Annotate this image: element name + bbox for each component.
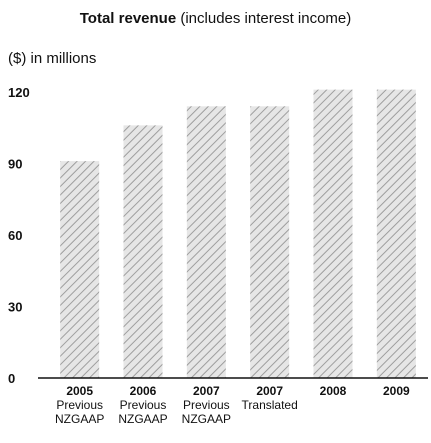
- x-category-label: NZGAAP: [182, 412, 231, 426]
- x-category-year: 2008: [320, 384, 347, 398]
- x-category-label: Previous: [183, 398, 230, 412]
- chart-title-rest: (includes interest income): [180, 10, 352, 27]
- chart-title-bold: Total revenue: [79, 10, 177, 27]
- x-category-year: 2009: [383, 384, 410, 398]
- x-category-year: 2007: [193, 384, 220, 398]
- x-category-label: Previous: [56, 398, 103, 412]
- y-tick-label: 60: [8, 228, 22, 243]
- x-category-year: 2005: [66, 384, 93, 398]
- bar: [313, 89, 353, 378]
- x-category-label: NZGAAP: [118, 412, 167, 426]
- x-category-label: Translated: [242, 398, 298, 412]
- unit-label: ($) in millions: [8, 50, 97, 67]
- x-category-year: 2007: [256, 384, 283, 398]
- x-category-label: Previous: [120, 398, 167, 412]
- x-category-year: 2006: [130, 384, 157, 398]
- chart-title: Total revenue (includes interest income): [0, 10, 431, 28]
- y-tick-label: 90: [8, 157, 22, 172]
- bar: [60, 161, 100, 378]
- x-category-label: NZGAAP: [55, 412, 104, 426]
- y-tick-label: 30: [8, 300, 22, 315]
- y-tick-label: 120: [8, 85, 30, 100]
- bar: [250, 106, 290, 379]
- y-tick-label: 0: [8, 371, 15, 386]
- bar: [376, 89, 416, 378]
- bar: [186, 106, 226, 379]
- bar: [123, 125, 163, 378]
